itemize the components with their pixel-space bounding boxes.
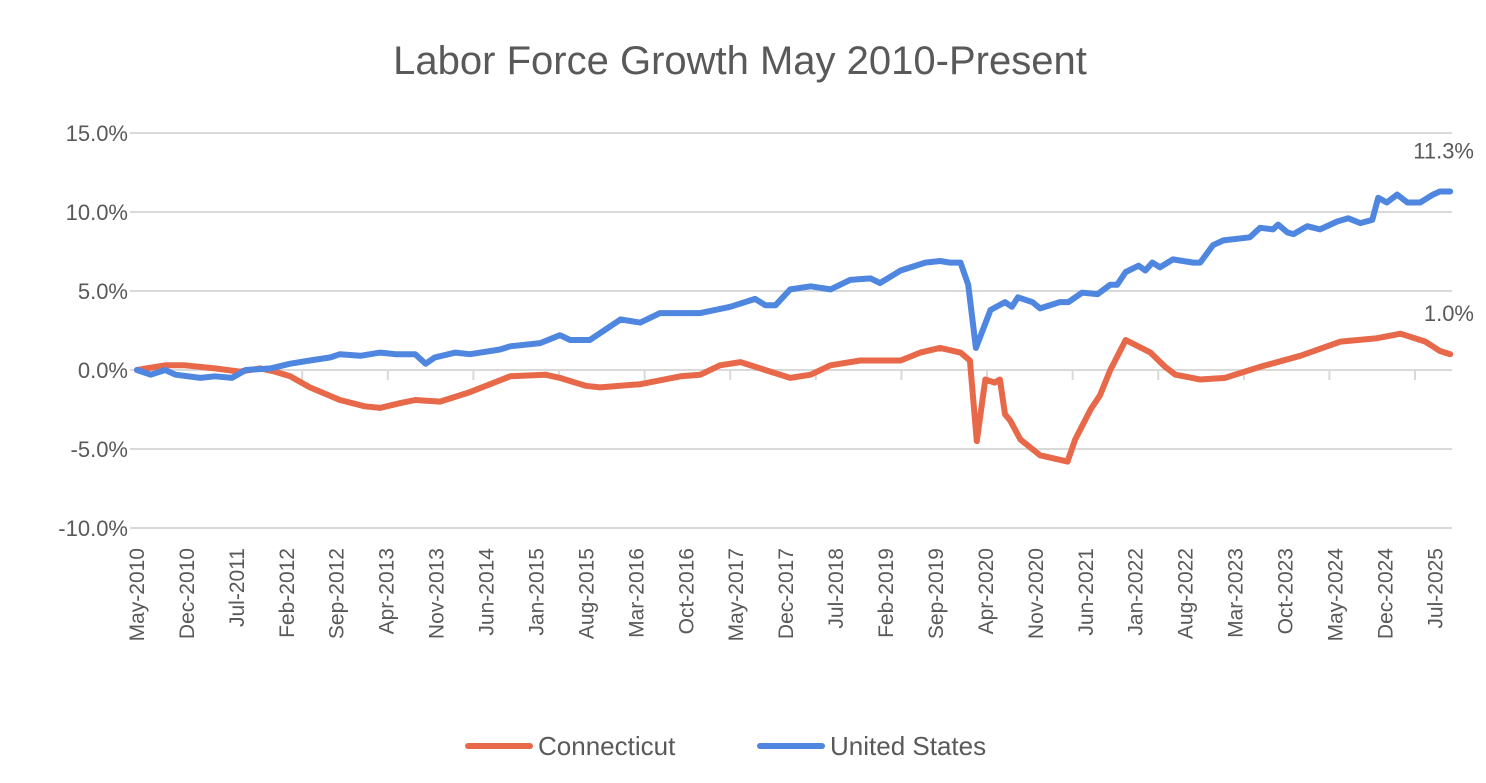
x-tick-label: Dec-2017: [775, 548, 798, 639]
series-lines: [134, 188, 1454, 465]
x-tick-label: Jul-2025: [1424, 548, 1447, 629]
x-tick-label: May-2024: [1324, 548, 1347, 642]
x-tick-label: Mar-2016: [625, 548, 648, 638]
chart-title: Labor Force Growth May 2010-Present: [393, 39, 1087, 83]
y-axis: 15.0% 10.0% 5.0% 0.0% -5.0% -10.0%: [58, 121, 128, 541]
y-tick-label: -10.0%: [58, 516, 128, 541]
x-tick-label: Dec-2010: [176, 548, 199, 639]
x-tick-label: Aug-2015: [575, 548, 598, 639]
x-tick-label: Sep-2019: [925, 548, 948, 639]
x-tick-label: Nov-2020: [1025, 548, 1048, 639]
y-tick-label: 0.0%: [78, 358, 128, 383]
x-tick-label: Oct-2023: [1275, 548, 1298, 634]
x-tick-label: Jul-2018: [825, 548, 848, 629]
x-tick-label: Aug-2022: [1175, 548, 1198, 639]
x-tick-label: May-2010: [126, 548, 149, 641]
x-tick-label: Jul-2011: [226, 548, 249, 627]
y-tick-label: 5.0%: [78, 279, 128, 304]
series-line-united-states: [134, 188, 1454, 381]
x-tick-label: Nov-2013: [426, 548, 449, 639]
series-line-connecticut: [134, 330, 1454, 465]
y-tick-label: 15.0%: [66, 121, 128, 146]
gridlines: [130, 132, 1452, 529]
y-tick-label: -5.0%: [71, 437, 128, 462]
x-tick-label: Oct-2016: [675, 548, 698, 634]
x-tick-label: Apr-2020: [975, 548, 998, 634]
x-tick-label: Jun-2021: [1075, 548, 1098, 636]
end-value-label: 11.3%: [1413, 138, 1474, 163]
x-tick-label: Feb-2019: [875, 548, 898, 638]
legend-label: United States: [830, 731, 986, 761]
end-labels: 1.0% 11.3%: [1413, 138, 1474, 326]
x-tick-label: Jan-2015: [525, 548, 548, 636]
x-tick-label: Sep-2012: [326, 548, 349, 639]
x-axis: May-2010 Dec-2010 Jul-2011 Feb-2012 Sep-2012…: [126, 548, 1447, 642]
x-tick-label: Apr-2013: [376, 548, 399, 634]
x-tick-label: Mar-2023: [1225, 548, 1248, 638]
x-tick-label: Jun-2014: [476, 548, 499, 636]
end-value-label: 1.0%: [1424, 301, 1474, 326]
x-tick-label: Jan-2022: [1125, 548, 1148, 636]
x-tick-label: Dec-2024: [1374, 548, 1397, 639]
y-tick-label: 10.0%: [66, 200, 128, 225]
x-tick-label: Feb-2012: [276, 548, 299, 638]
legend-label: Connecticut: [538, 731, 676, 761]
legend: Connecticut United States: [465, 731, 986, 761]
x-tick-label: May-2017: [725, 548, 748, 641]
